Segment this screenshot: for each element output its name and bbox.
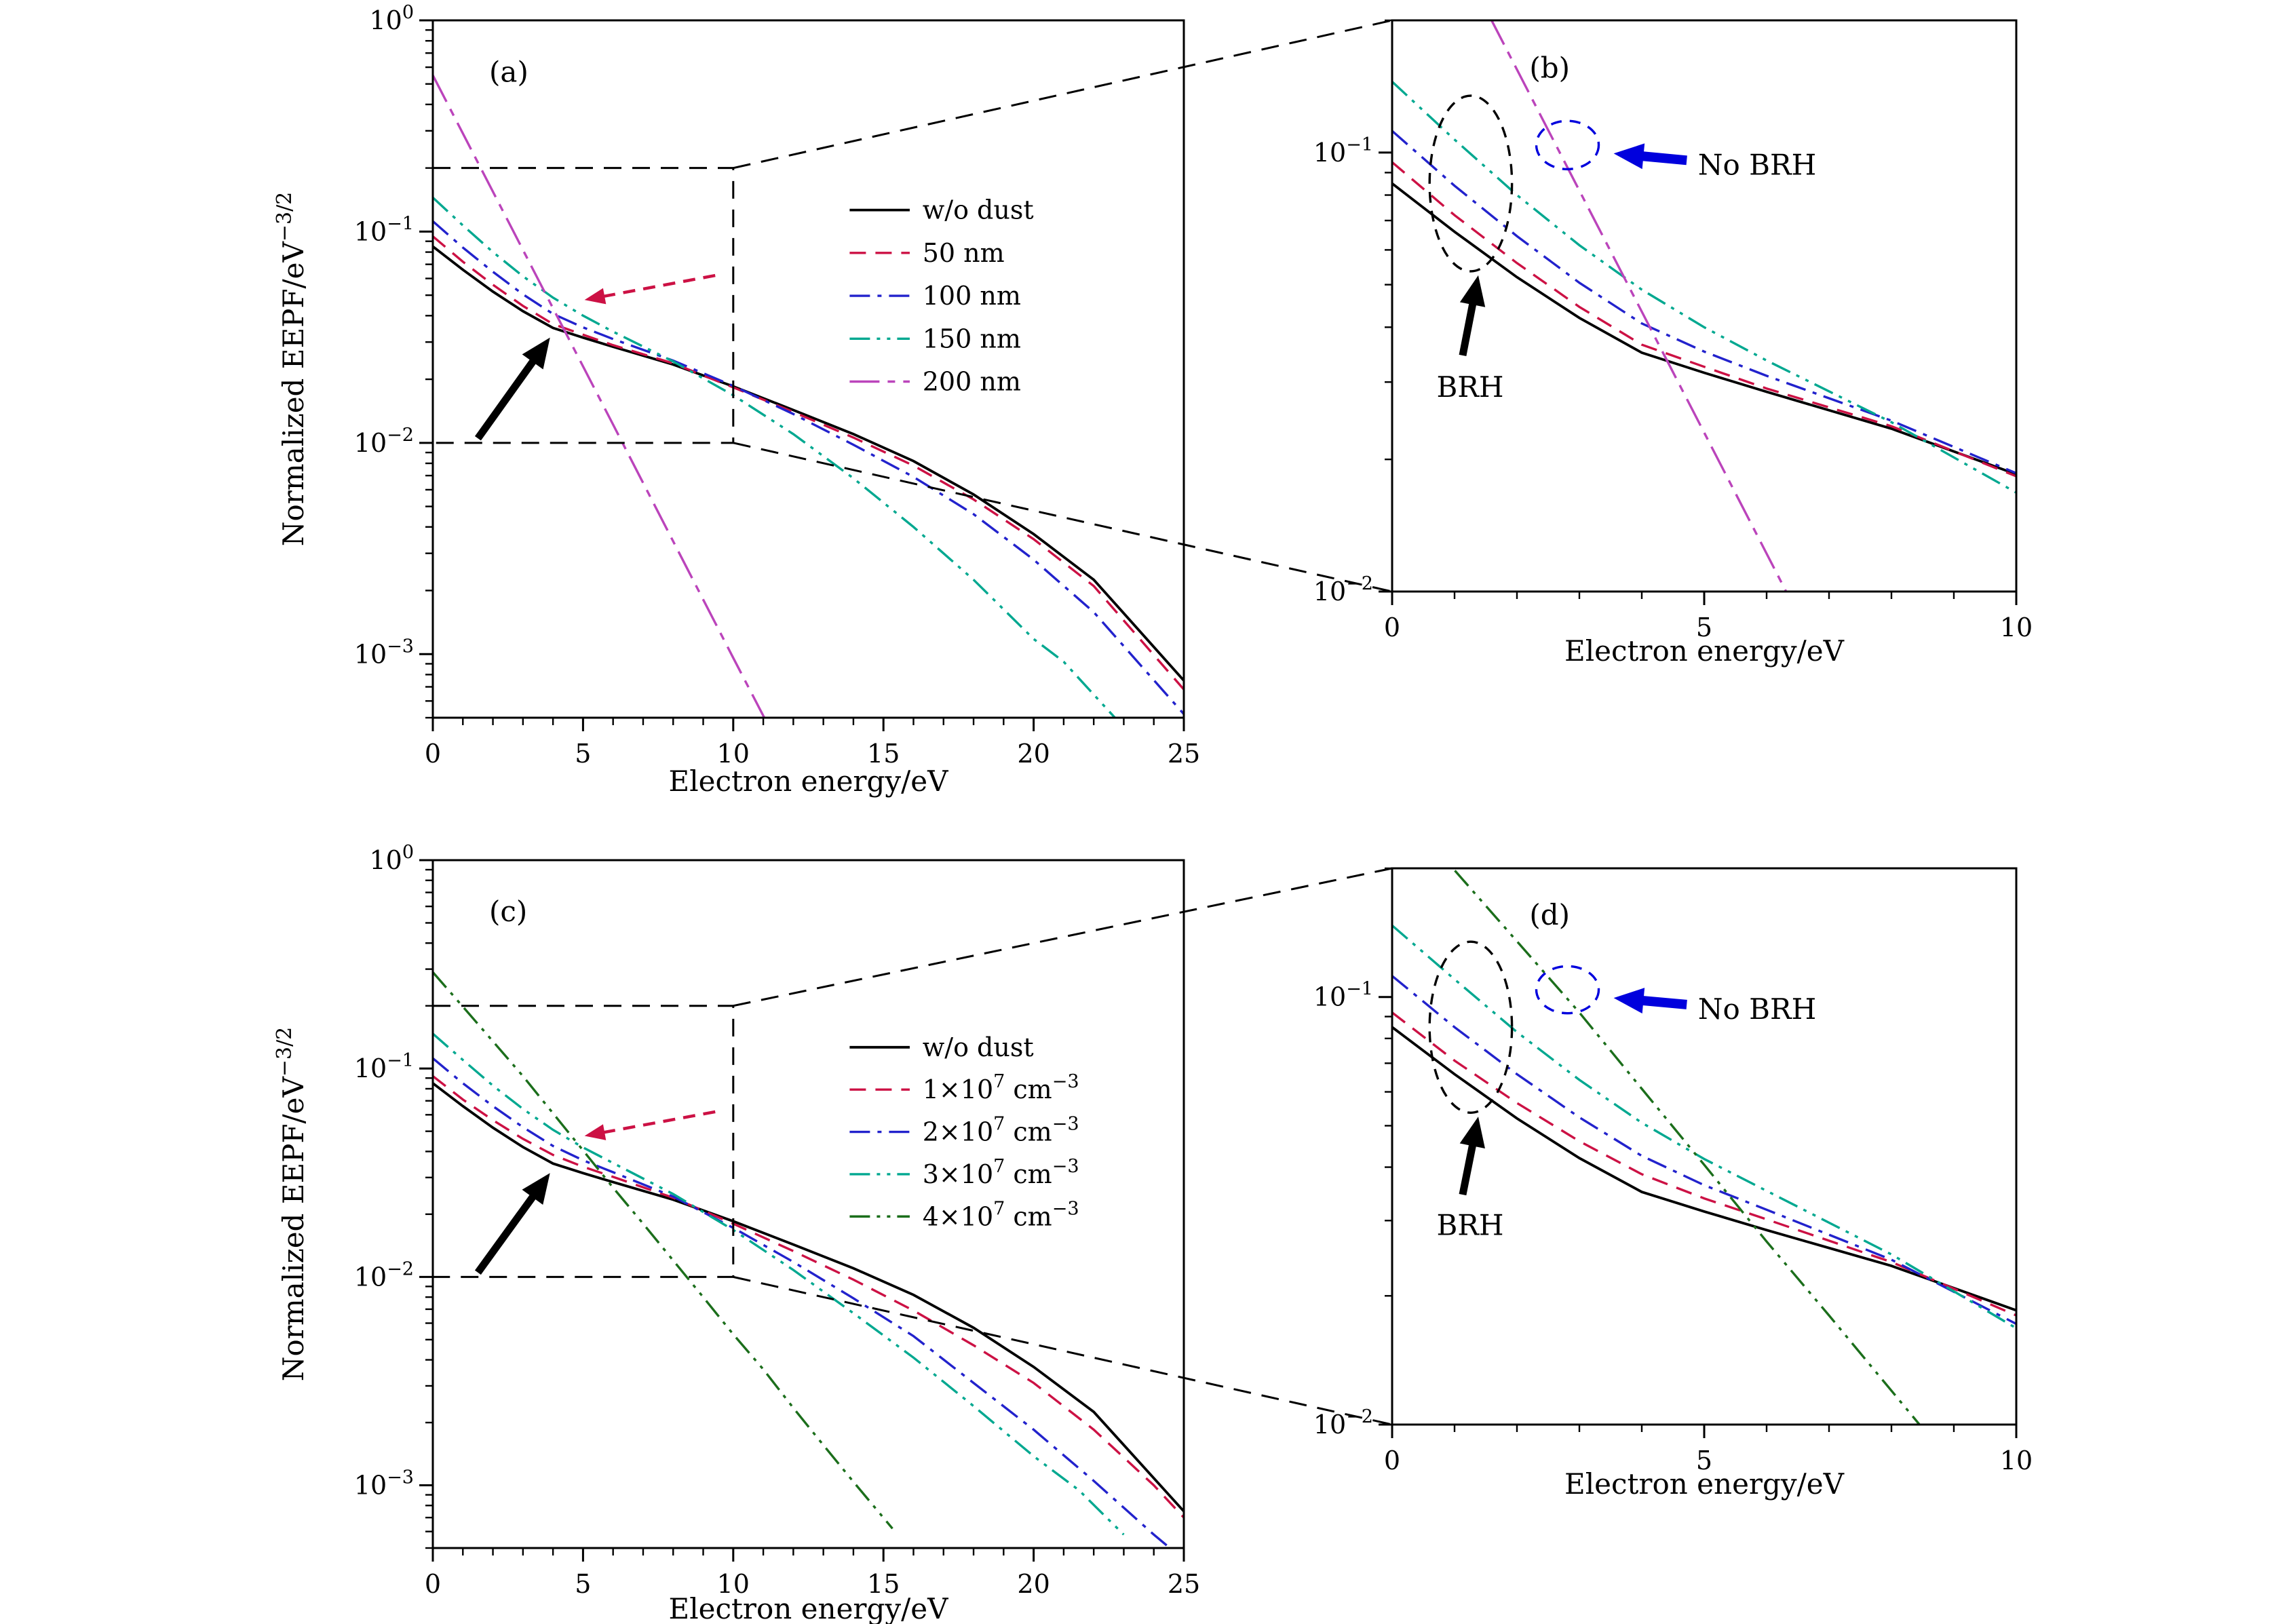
x-tick-label: 10 [717,1569,750,1599]
series-w-o-dust [1392,182,2016,476]
y-tick-label: 10−3 [354,636,414,669]
x-tick-label: 15 [867,739,900,769]
x-tick-label: 5 [1696,1446,1712,1475]
series-3-10-7-cm-3 [1392,925,2016,1330]
highlight-ellipse-0 [1428,940,1514,1114]
series-w-o-dust [1392,1026,2016,1312]
zoom-connector-top [733,867,1393,1007]
y-tick-label: 10−2 [1313,573,1373,606]
y-tick-label: 10−2 [1313,1406,1373,1439]
series-50-nm [1392,161,2016,478]
x-tick-label: 0 [1384,1446,1400,1475]
panel-label-c: (c) [489,895,527,928]
y-tick-label: 10−2 [354,425,414,458]
x-tick-label: 0 [425,1569,441,1599]
x-axis-label: Electron energy/eV [669,765,949,798]
x-axis-label: Electron energy/eV [1564,1467,1845,1501]
zoom-box [433,167,735,444]
y-tick-label: 10−3 [354,1467,414,1501]
series-100-nm [1392,130,2016,475]
panel-label-d: (d) [1529,898,1570,931]
series-100-nm [433,220,1184,715]
axes-frame [431,19,1185,719]
zoom-connector-bottom [733,442,1393,593]
series-1-10-7-cm-3 [433,1075,1184,1519]
legend: w/o dust 50 nm 100 nm 150 nm 200 nm [849,195,1034,397]
series-w-o-dust [433,245,1184,682]
legend-label-150-nm: 150 nm [923,324,1021,353]
x-tick-label: 5 [575,1569,591,1599]
x-tick-label: 10 [2000,1446,2033,1475]
y-tick-label: 100 [369,842,414,875]
x-tick-label: 25 [1168,739,1200,769]
legend-label-1-10-7-cm-3: 1×107 cm−3 [923,1071,1079,1104]
annotations-b: No BRH BRH [1428,94,1817,404]
panel-label-b: (b) [1529,52,1570,85]
x-tick-label: 10 [717,739,750,769]
y-tick-label: 10−1 [354,1050,414,1083]
annotation-text-brh: BRH [1436,1209,1503,1242]
axes-frame [1391,19,2018,593]
zoom-connector-top [733,19,1393,170]
series-2-10-7-cm-3 [1392,975,2016,1326]
y-tick-label: 10−1 [1313,134,1373,168]
y-tick-label: 10−1 [354,213,414,246]
x-axis-label: Electron energy/eV [1564,634,1845,668]
series-200-nm [433,75,766,718]
y-tick-label: 100 [369,2,414,35]
highlight-ellipse-0 [1428,94,1514,273]
legend-label-3-10-7-cm-3: 3×107 cm−3 [923,1156,1079,1189]
y-axis-label: Normalized EEPF/eV−3/2 [273,192,310,547]
y-tick-label: 10−2 [354,1258,414,1292]
panel-b: 0 5 10 10−1 10−2 Electron energy/eV (b) No BRH B… [1313,19,2033,668]
annotations-a [433,167,735,444]
highlight-ellipse-1 [1535,965,1600,1015]
x-tick-label: 0 [1384,613,1400,642]
axes-frame [431,859,1185,1549]
x-tick-label: 20 [1017,739,1050,769]
panel-c: 0 5 10 15 20 25 100 10−1 10−2 10−3 Electron energy… [273,842,1200,1624]
legend-label-100-nm: 100 nm [923,281,1021,311]
zoom-connector-bottom [733,1275,1393,1426]
x-axis-label: Electron energy/eV [669,1592,949,1624]
zoom-box [433,1005,735,1278]
x-tick-label: 0 [425,739,441,769]
annotations-c [433,1005,735,1278]
legend-label-w-o-dust: w/o dust [923,1032,1034,1062]
x-tick-label: 10 [2000,613,2033,642]
x-tick-label: 20 [1017,1569,1050,1599]
x-tick-label: 15 [867,1569,900,1599]
y-axis-label: Normalized EEPF/eV−3/2 [273,1027,310,1382]
axes-frame [1391,867,2018,1426]
legend-label-2-10-7-cm-3: 2×107 cm−3 [923,1114,1079,1147]
series-4-10-7-cm-3 [433,971,893,1530]
panel-label-a: (a) [489,56,528,89]
legend-label-200-nm: 200 nm [923,367,1021,397]
series-150-nm [433,196,1117,718]
annotation-text-no-brh: No BRH [1698,992,1817,1026]
series-3-10-7-cm-3 [433,1032,1125,1536]
y-tick-label: 10−1 [1313,979,1373,1012]
panel-a: 0 5 10 15 20 25 100 10−1 10−2 10−3 Electron energy… [273,2,1200,798]
annotation-text-no-brh: No BRH [1698,149,1817,182]
x-tick-label: 5 [575,739,591,769]
series-w-o-dust [433,1082,1184,1513]
annotation-text-brh: BRH [1436,370,1503,404]
series-50-nm [433,235,1184,691]
legend-label-50-nm: 50 nm [923,238,1005,268]
annotations-d: No BRH BRH [1428,940,1817,1242]
highlight-ellipse-1 [1535,119,1600,171]
legend: w/o dust 1×107 cm−3 2×107 cm−3 3×107 cm−3 4×… [849,1032,1079,1231]
legend-label-w-o-dust: w/o dust [923,195,1034,225]
series-4-10-7-cm-3 [1451,868,1921,1425]
legend-label-4-10-7-cm-3: 4×107 cm−3 [923,1198,1079,1231]
series-150-nm [1392,81,2016,495]
x-tick-label: 25 [1168,1569,1200,1599]
x-tick-label: 5 [1696,613,1712,642]
series-200-nm [1490,20,1788,592]
panel-d: 0 5 10 10−1 10−2 Electron energy/eV (d) No BRH B… [1313,867,2033,1501]
